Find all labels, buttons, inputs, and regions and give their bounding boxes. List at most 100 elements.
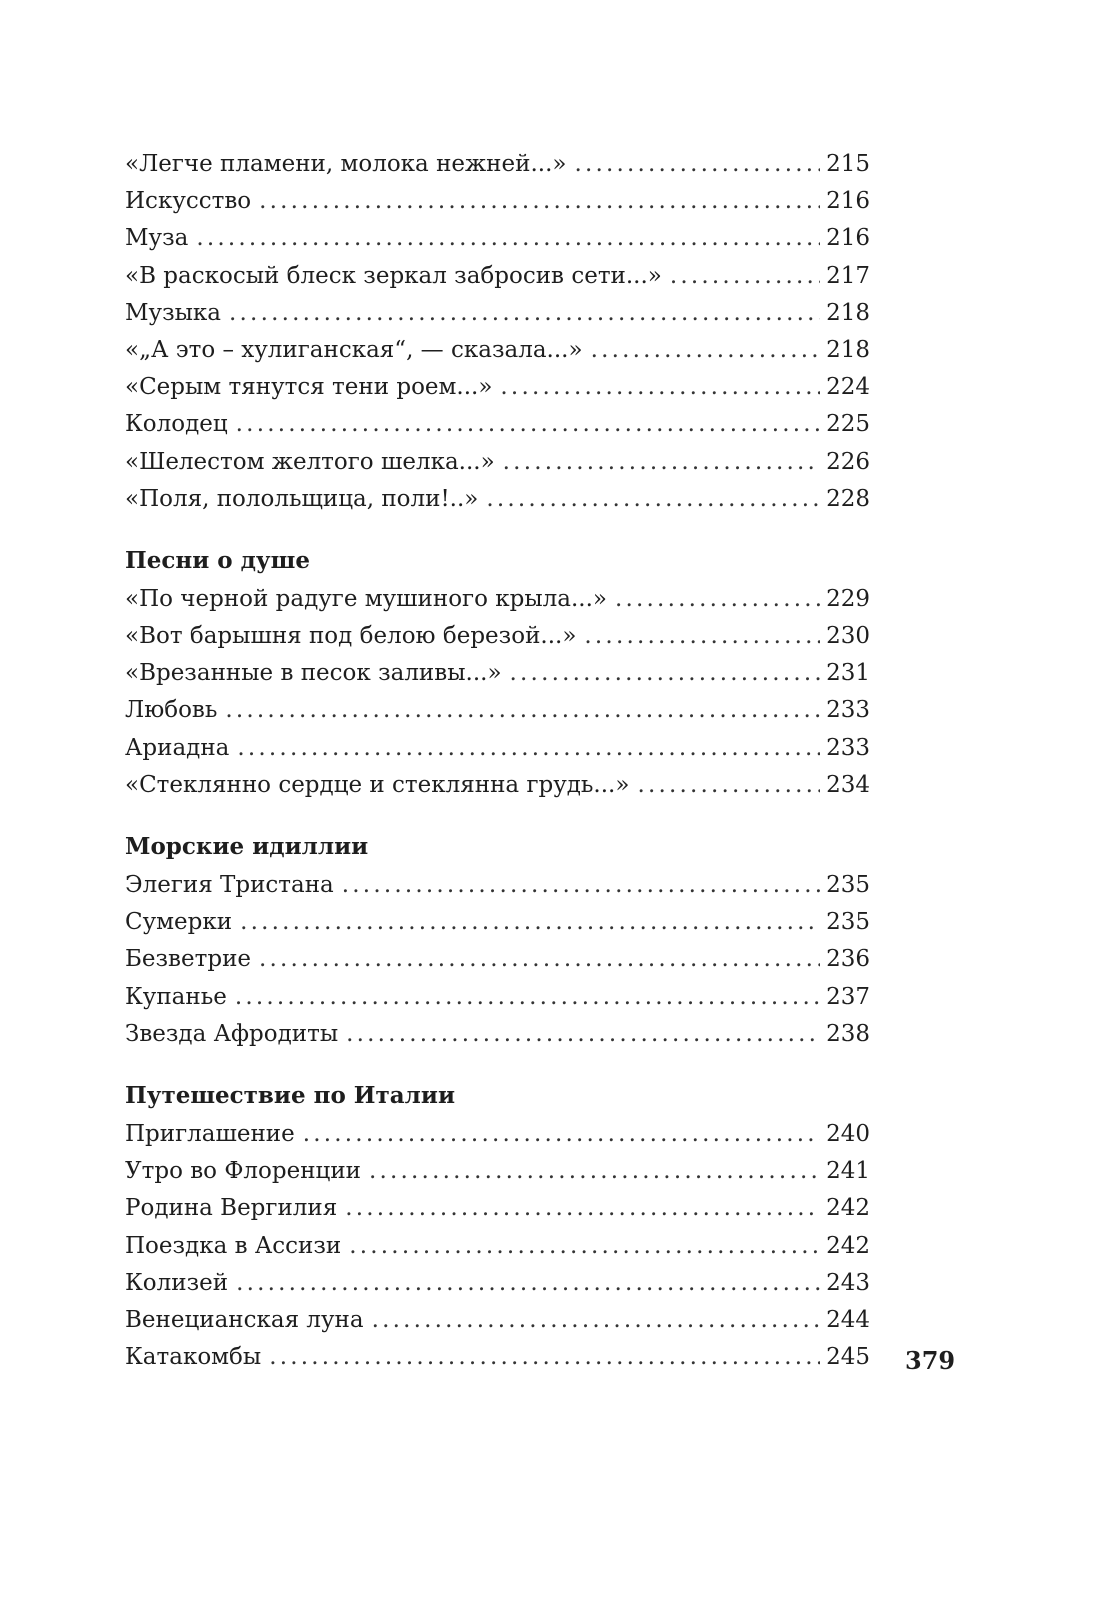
entry-title: Колодец [125, 411, 228, 438]
toc-entry: Элегия Тристана.........................… [125, 867, 870, 904]
dot-leader: ........................................… [269, 1344, 820, 1371]
toc-entry: Приглашение.............................… [125, 1116, 870, 1153]
entry-page: 242 [826, 1232, 870, 1259]
dot-leader: ........................................… [502, 448, 820, 475]
toc-entry: «„А это – хулиганская“, — сказала...»...… [125, 332, 870, 369]
toc-entry: «Стеклянно сердце и стеклянна грудь...».… [125, 767, 870, 804]
toc-entry: Колизей.................................… [125, 1265, 870, 1302]
entry-title: Сумерки [125, 909, 233, 936]
dot-leader: ........................................… [346, 1020, 821, 1047]
entry-page: 238 [826, 1020, 870, 1047]
entry-title: Родина Вергилия [125, 1195, 338, 1222]
entry-page: 233 [826, 697, 870, 724]
dot-leader: ........................................… [509, 660, 821, 687]
entry-page: 228 [826, 485, 870, 512]
dot-leader: ........................................… [371, 1306, 821, 1333]
toc-entry: Ариадна.................................… [125, 730, 870, 767]
entry-title: Колизей [125, 1269, 229, 1296]
entry-title: Любовь [125, 697, 218, 724]
entry-page: 241 [826, 1158, 870, 1185]
entry-title: Элегия Тристана [125, 872, 334, 898]
entry-title: «В раскосый блеск зеркал забросив сети..… [125, 262, 662, 289]
entry-page: 243 [826, 1269, 870, 1296]
toc-entry: Утро во Флоренции.......................… [125, 1153, 870, 1190]
entry-title: Поездка в Ассизи [125, 1232, 342, 1259]
entry-page: 236 [826, 946, 870, 973]
dot-leader: ........................................… [259, 188, 820, 215]
entry-page: 244 [826, 1306, 870, 1333]
entry-title: Утро во Флоренции [125, 1158, 361, 1185]
dot-leader: ........................................… [584, 623, 820, 650]
toc-entry: Поездка в Ассизи........................… [125, 1228, 870, 1265]
entry-page: 240 [826, 1120, 870, 1147]
dot-leader: ........................................… [302, 1120, 821, 1147]
dot-leader: ........................................… [574, 151, 821, 177]
entry-page: 218 [826, 299, 870, 326]
entry-page: 216 [826, 225, 870, 252]
entry-title: Муза [125, 225, 189, 252]
entry-title: Звезда Афродиты [125, 1020, 339, 1047]
entry-page: 224 [826, 374, 870, 401]
toc-entry: «Легче пламени, молока нежней...».......… [125, 146, 870, 183]
dot-leader: ........................................… [229, 299, 820, 326]
entry-page: 235 [826, 872, 870, 898]
dot-leader: ........................................… [590, 336, 821, 363]
page-number: 379 [905, 1346, 956, 1375]
toc-entry: Музыка..................................… [125, 295, 870, 332]
dot-leader: ........................................… [637, 771, 820, 798]
toc-entry: Купанье.................................… [125, 979, 870, 1016]
toc-entry: Венецианская луна.......................… [125, 1302, 870, 1339]
entry-title: «Легче пламени, молока нежней...» [125, 151, 567, 177]
dot-leader: ........................................… [349, 1232, 820, 1259]
dot-leader: ........................................… [345, 1195, 821, 1222]
entry-title: «По черной радуге мушиного крыла...» [125, 585, 608, 612]
entry-page: 216 [826, 188, 870, 215]
toc-entry: «Врезанные в песок заливы...»...........… [125, 655, 870, 692]
entry-title: «Стеклянно сердце и стеклянна грудь...» [125, 771, 630, 798]
entry-page: 218 [826, 336, 870, 363]
entry-title: Приглашение [125, 1120, 295, 1147]
dot-leader: ........................................… [615, 585, 820, 612]
entry-page: 229 [826, 585, 870, 612]
entry-title: Музыка [125, 299, 222, 326]
entry-page: 231 [826, 660, 870, 687]
entry-title: Искусство [125, 188, 252, 215]
dot-leader: ........................................… [235, 411, 821, 438]
dot-leader: ........................................… [240, 909, 820, 936]
toc-entry: «По черной радуге мушиного крыла...»....… [125, 581, 870, 618]
dot-leader: ........................................… [259, 946, 820, 973]
entry-page: 225 [826, 411, 870, 438]
entry-title: Купанье [125, 983, 227, 1010]
toc-entry: Сумерки.................................… [125, 904, 870, 941]
dot-leader: ........................................… [369, 1158, 821, 1185]
entry-page: 245 [826, 1344, 870, 1371]
entry-title: «„А это – хулиганская“, — сказала...» [125, 336, 583, 363]
table-of-contents: «Легче пламени, молока нежней...».......… [125, 146, 870, 1376]
entry-page: 242 [826, 1195, 870, 1222]
section-heading: Песни о душе [125, 546, 311, 574]
toc-entry: «В раскосый блеск зеркал забросив сети..… [125, 258, 870, 295]
toc-entry: Искусство...............................… [125, 183, 870, 220]
toc-entry: «Вот барышня под белою березой...»......… [125, 618, 870, 655]
dot-leader: ........................................… [341, 872, 821, 898]
toc-entry: Муза....................................… [125, 220, 870, 257]
toc-entry: Родина Вергилия.........................… [125, 1190, 870, 1227]
entry-page: 233 [826, 734, 870, 761]
dot-leader: ........................................… [196, 225, 820, 252]
entry-title: «Поля, полольщица, поли!..» [125, 485, 479, 512]
entry-page: 230 [826, 623, 870, 650]
dot-leader: ........................................… [234, 983, 821, 1010]
entry-page: 217 [826, 262, 870, 289]
toc-entry: Звезда Афродиты.........................… [125, 1016, 870, 1053]
entry-title: Ариадна [125, 734, 230, 761]
entry-title: Катакомбы [125, 1344, 262, 1371]
dot-leader: ........................................… [236, 1269, 821, 1296]
toc-entry: Колодец.................................… [125, 406, 870, 443]
dot-leader: ........................................… [486, 485, 820, 512]
section-heading: Морские идиллии [125, 833, 369, 860]
entry-page: 226 [826, 448, 870, 475]
entry-page: 235 [826, 909, 870, 936]
entry-title: «Серым тянутся тени роем...» [125, 374, 493, 401]
dot-leader: ........................................… [225, 697, 820, 724]
dot-leader: ........................................… [237, 734, 821, 761]
